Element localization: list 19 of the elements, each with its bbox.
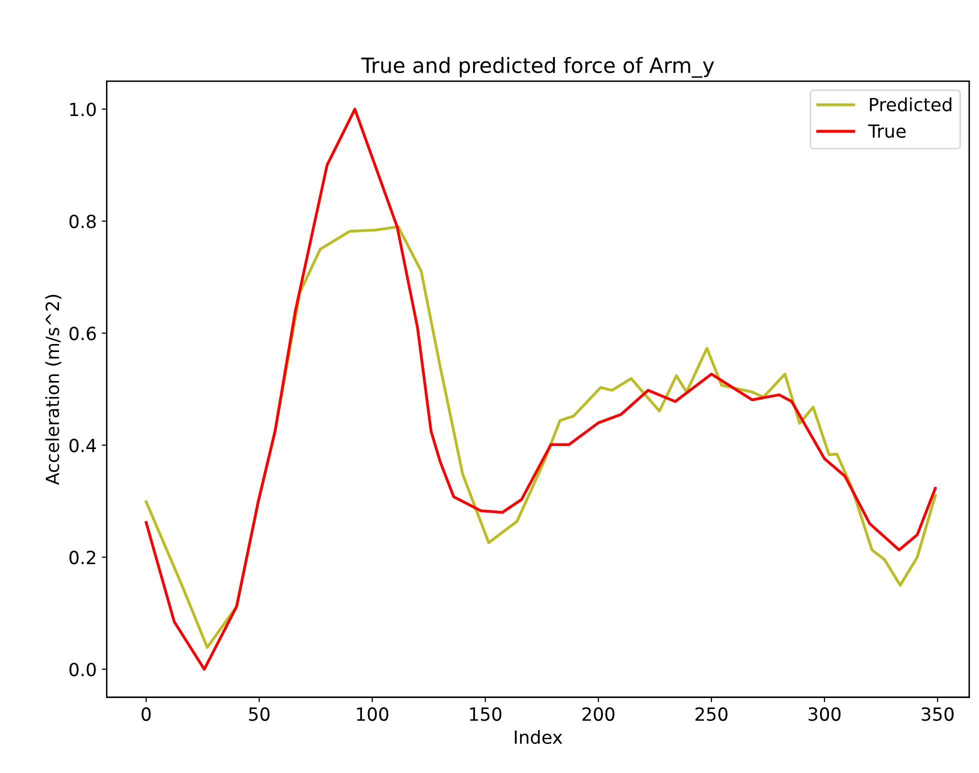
x-axis-title: Index [514,730,562,744]
x-tick-label: 150 [470,707,502,721]
x-tick-label: 0 [142,707,151,721]
y-tick-label: 0.2 [69,550,96,564]
x-tick-label: 350 [922,707,954,721]
x-tick-label: 50 [249,707,270,721]
y-tick-label: 1.0 [70,102,96,116]
y-tick-label: 0.4 [69,438,96,452]
y-tick-label: 0.0 [69,662,96,676]
legend-label: Predicted [870,97,952,112]
y-axis-title: Acceleration (m/s^2) [45,294,62,485]
x-tick-label: 200 [582,707,614,721]
x-tick-label: 250 [696,707,728,721]
chart-title: True and predicted force of Arm_y [361,57,714,78]
x-tick-label: 300 [808,707,841,721]
x-tick-label: 100 [357,707,388,721]
y-tick-label: 0.6 [69,326,96,340]
y-tick-label: 0.8 [69,214,96,228]
legend-label: True [868,124,906,138]
